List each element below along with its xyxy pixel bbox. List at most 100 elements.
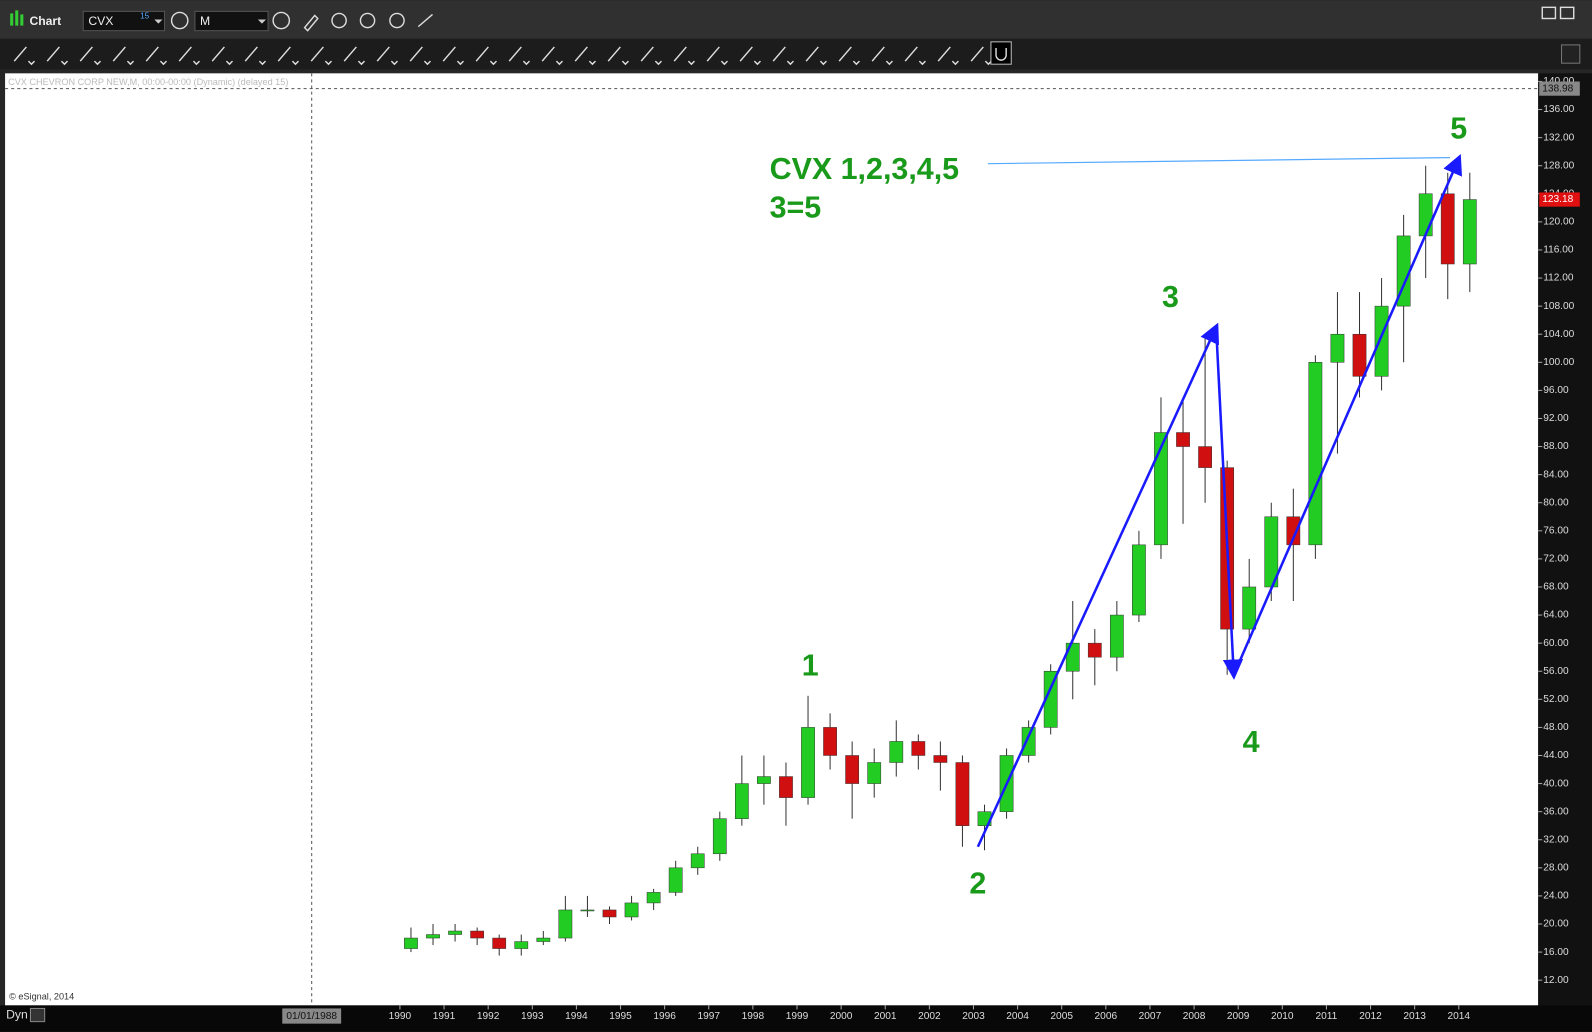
candle-body <box>911 741 926 756</box>
chart-header: CVX CHEVRON CORP NEW,M, 00:00-00:00 (Dyn… <box>8 77 288 87</box>
candle-body <box>1021 727 1036 756</box>
candle-body <box>624 902 639 918</box>
x-tick-label: 2014 <box>1447 1011 1470 1022</box>
tool-icon[interactable] <box>574 46 596 66</box>
time-axis <box>0 1005 1592 1032</box>
tool-icon[interactable] <box>376 46 398 66</box>
candle-body <box>1242 586 1257 630</box>
tool-icon[interactable] <box>178 46 201 66</box>
candle-body <box>889 741 904 763</box>
y-tick-label: 112.00 <box>1543 273 1574 284</box>
y-tick-label: 84.00 <box>1543 469 1569 480</box>
x-tick-label: 1995 <box>609 1011 632 1022</box>
a-button[interactable] <box>389 12 405 29</box>
tool-icon[interactable] <box>112 46 135 66</box>
tool-icon[interactable] <box>838 46 860 66</box>
wave-label: 3 <box>1162 280 1179 314</box>
x-tick-label: 1993 <box>521 1011 544 1022</box>
tool-icon[interactable] <box>772 46 794 66</box>
y-tick-label: 32.00 <box>1543 834 1569 845</box>
tool-button[interactable] <box>417 13 433 28</box>
tool-icon[interactable] <box>673 46 695 66</box>
y-tick-label: 92.00 <box>1543 413 1569 424</box>
candle-body <box>668 867 683 893</box>
tool-icon[interactable] <box>310 46 332 66</box>
y-tick-label: 132.00 <box>1543 132 1574 143</box>
price-axis <box>1538 73 1592 1006</box>
symbol[interactable]: CVX <box>88 14 113 28</box>
tool-icon[interactable] <box>508 46 530 66</box>
candle-body <box>712 818 727 855</box>
candle-body <box>845 755 860 784</box>
play-button[interactable] <box>359 12 376 29</box>
tool-icon[interactable] <box>475 46 497 66</box>
tool-icon[interactable] <box>46 46 69 66</box>
y-tick-label: 104.00 <box>1543 329 1574 340</box>
tool-icon[interactable] <box>343 46 365 66</box>
x-tick-label: 2004 <box>1006 1011 1029 1022</box>
panel-button[interactable] <box>1561 44 1581 64</box>
tool-icon[interactable] <box>244 46 267 66</box>
x-tick-label: 2000 <box>830 1011 853 1022</box>
refresh-button[interactable] <box>331 12 347 29</box>
candle-body <box>470 930 485 939</box>
tool-icon[interactable] <box>442 46 464 66</box>
footer-mode[interactable]: Dyn <box>6 1008 28 1022</box>
candle-body <box>426 934 440 939</box>
tool-icon[interactable] <box>904 46 926 66</box>
tool-icon[interactable] <box>937 46 959 66</box>
candle-body <box>646 892 661 904</box>
x-tick-label: 2007 <box>1139 1011 1162 1022</box>
y-tick-label: 108.00 <box>1543 301 1574 312</box>
crosshair-date-box <box>282 1008 342 1024</box>
link-button[interactable] <box>170 11 189 30</box>
annotation: CVX 1,2,3,4,5 <box>770 152 960 186</box>
candle-body <box>1154 432 1168 546</box>
tool-icon[interactable] <box>277 46 300 66</box>
tool-icon[interactable] <box>13 46 36 66</box>
y-tick-label: 116.00 <box>1543 245 1574 256</box>
interval[interactable]: M <box>200 14 210 28</box>
x-tick-label: 2003 <box>962 1011 985 1022</box>
candle-body <box>536 937 551 942</box>
tool-icon[interactable] <box>541 46 563 66</box>
candle-body <box>558 909 573 939</box>
toolbar <box>0 38 1592 70</box>
tool-icon[interactable] <box>706 46 728 66</box>
draw-button[interactable] <box>303 14 319 32</box>
candle-body <box>1087 642 1102 658</box>
restore-button[interactable] <box>1541 6 1557 20</box>
candle-body <box>933 755 948 763</box>
tool-icon[interactable] <box>145 46 168 66</box>
tool-icon[interactable] <box>607 46 629 66</box>
y-tick-label: 72.00 <box>1543 554 1569 565</box>
x-tick-label: 2011 <box>1316 1011 1338 1022</box>
tool-icon[interactable] <box>409 46 431 66</box>
x-tick-label: 1996 <box>653 1011 676 1022</box>
candle-body <box>1176 432 1190 447</box>
wave-line <box>976 322 1220 848</box>
plot-area <box>5 73 1539 1006</box>
tool-icon[interactable] <box>640 46 662 66</box>
tool-icon[interactable] <box>211 46 234 66</box>
interval-box[interactable] <box>194 10 269 32</box>
candle-body <box>1043 670 1058 728</box>
y-tick-label: 80.00 <box>1543 497 1569 508</box>
wave-label: 5 <box>1450 111 1467 145</box>
symbol-box[interactable] <box>82 10 165 32</box>
maximize-button[interactable] <box>1559 6 1575 20</box>
x-tick-label: 2005 <box>1050 1011 1073 1022</box>
wave-label: 2 <box>969 866 986 900</box>
tool-icon[interactable] <box>871 46 893 66</box>
tool-icon[interactable] <box>739 46 761 66</box>
y-tick-label: 96.00 <box>1543 385 1569 396</box>
x-tick-label: 1991 <box>433 1011 456 1022</box>
time-button[interactable] <box>272 11 291 30</box>
y-tick-label: 100.00 <box>1543 357 1574 368</box>
tool-icon[interactable] <box>79 46 102 66</box>
x-tick-label: 1992 <box>477 1011 500 1022</box>
tool-icon[interactable] <box>805 46 827 66</box>
magnet-button[interactable] <box>990 41 1012 65</box>
candle-body <box>1440 193 1455 265</box>
candle-body <box>1308 362 1323 546</box>
